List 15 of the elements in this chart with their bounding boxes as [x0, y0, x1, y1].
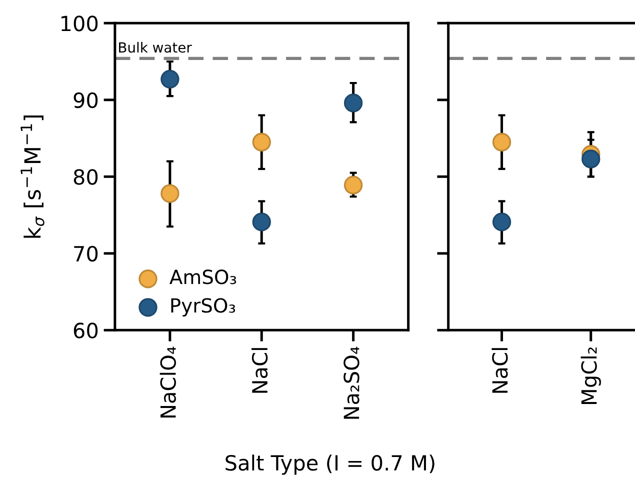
x-tick-label: NaCl: [252, 348, 268, 393]
y-tick-label: 90: [74, 92, 98, 108]
y-tick-label: 60: [74, 322, 98, 338]
x-tick-label: NaCl: [492, 348, 508, 393]
x-tick-label: Na₂SO₄: [344, 346, 360, 419]
legend-label: AmSO₃: [170, 270, 236, 284]
y-tick-label: 70: [74, 246, 98, 262]
x-axis-title: Salt Type (I = 0.7 M): [226, 454, 434, 475]
ref-line-label: Bulk water: [119, 42, 192, 53]
y-axis-title: k$_{σ}$ [s$^{−1}$M$^{−1}$]: [20, 115, 44, 238]
legend-label: PyrSO₃: [171, 298, 236, 317]
y-tick-label: 100: [61, 16, 98, 32]
x-tick-label: MgCl₂: [580, 347, 601, 404]
x-tick-label: NaClO₄: [160, 346, 176, 418]
y-tick-label: 80: [74, 169, 98, 185]
